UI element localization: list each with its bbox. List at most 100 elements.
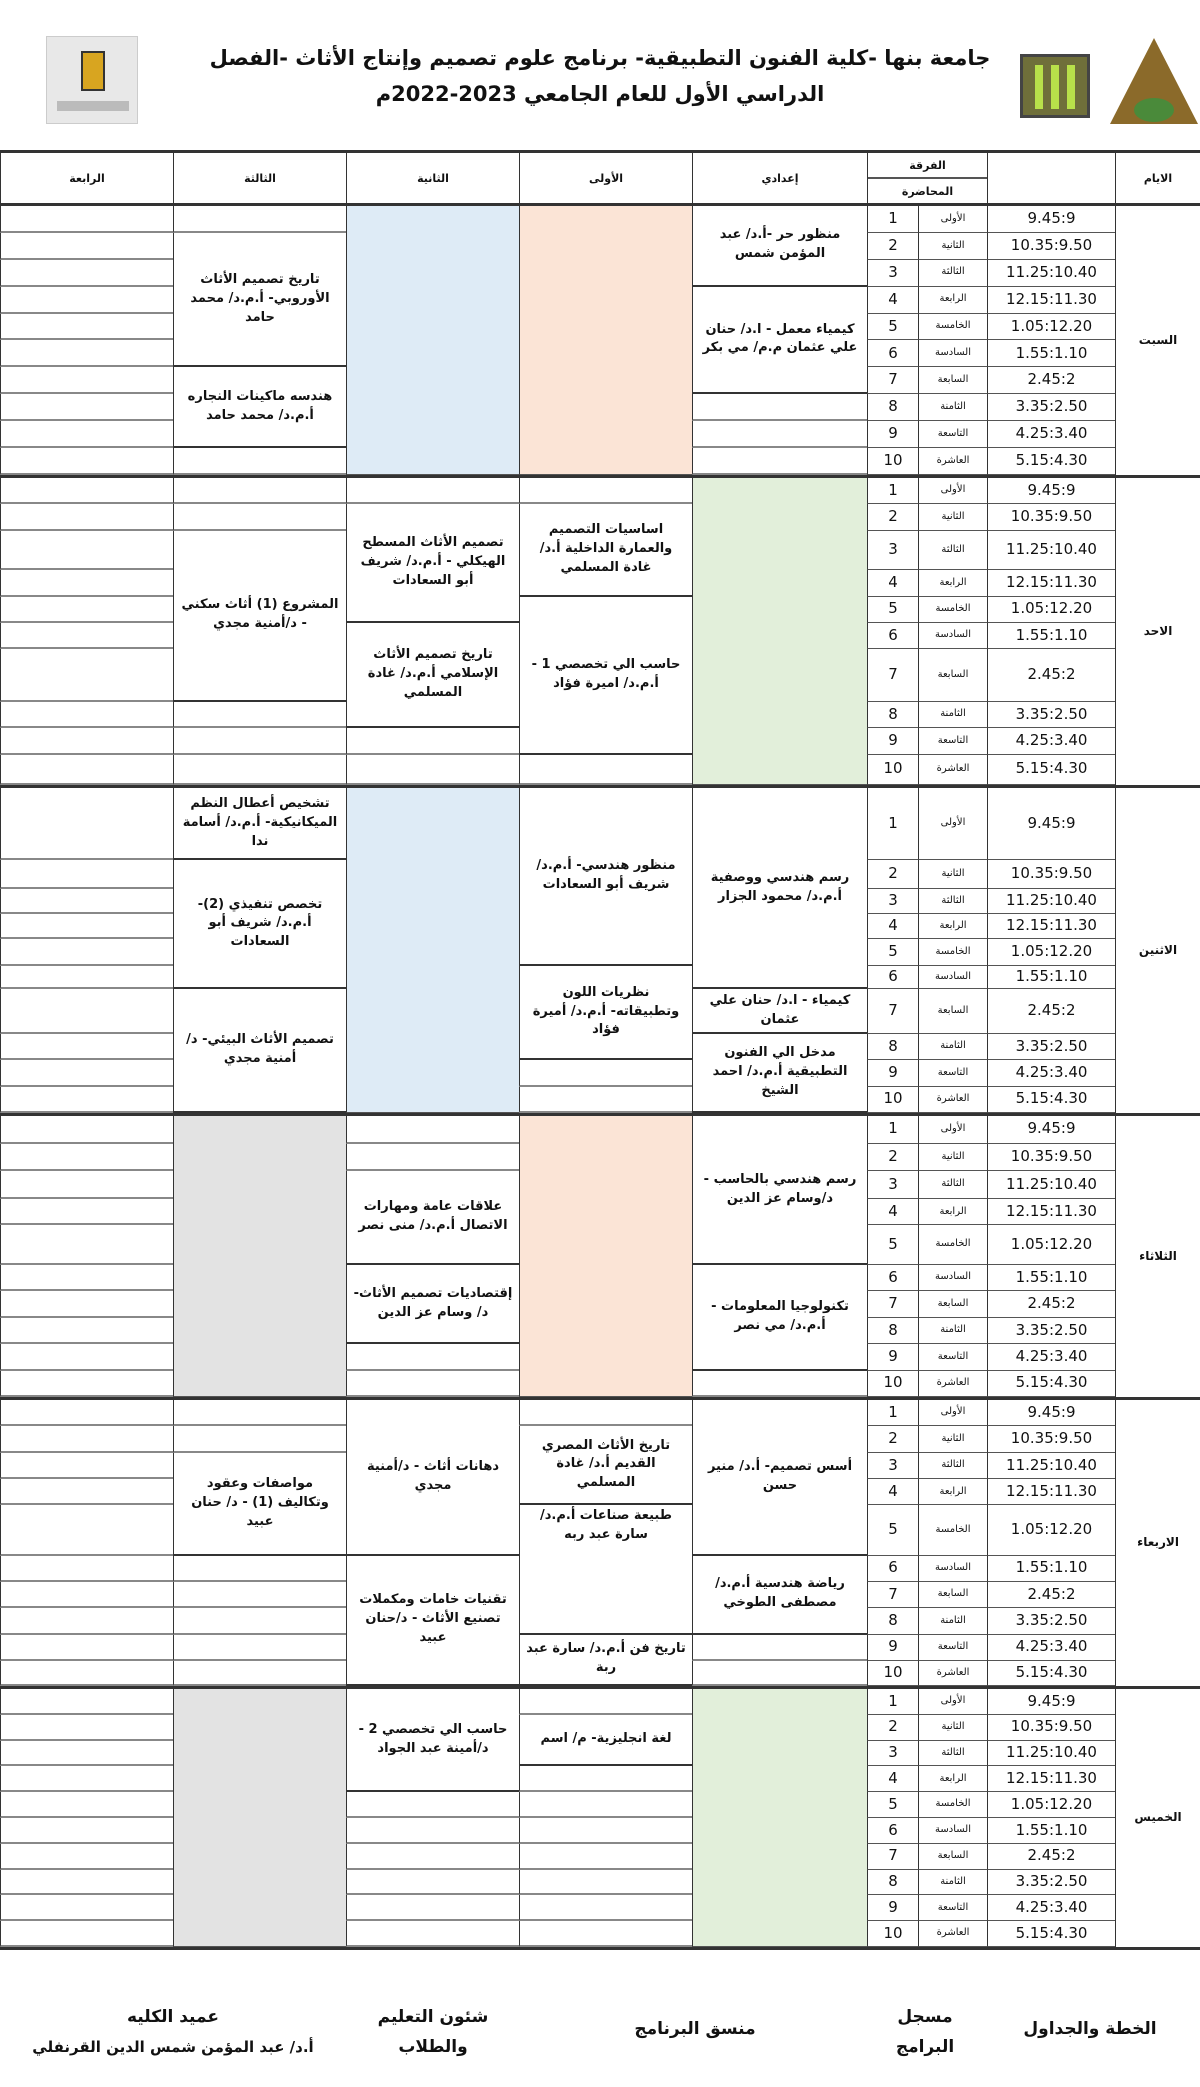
signatures-footer: الخطة والجداول مسجل البرامج منسق البرنام… [0,1972,1200,2087]
empty-slot [346,1843,519,1870]
period-name: السابعة [918,367,987,395]
empty-slot [0,1817,173,1844]
empty-slot [0,1225,173,1266]
day-block: الاثنين 9.45:9 الأولى 1 10.35:9.50 الثانية 2 11… [0,788,1200,1116]
period-number: 4 [867,570,918,597]
period-name: الرابعة [918,914,987,940]
period-time: 10.35:9.50 [987,1426,1115,1453]
day-name: الاحد [1115,478,1200,785]
empty-slot [0,1034,173,1061]
period-name: الثانية [918,1714,987,1741]
header-days: الايام [1115,153,1200,203]
course-cell: حاسب الي تخصصي 2 - د/أمينة عبد الجواد [346,1689,519,1793]
course-cell: تكنولوجيا المعلومات - أ.م.د/ مي نصر [692,1265,867,1371]
course-cell: إقتصاديات تصميم الأثاث- د/ وسام عز الدين [346,1265,519,1345]
period-name: التاسعة [918,728,987,755]
empty-slot [0,1581,173,1609]
empty-slot [173,448,346,475]
period-name: العاشرة [918,754,987,785]
period-name: السابعة [918,989,987,1035]
period-name: الثامنة [918,394,987,422]
empty-slot [0,788,173,861]
empty-slot [0,622,173,650]
period-number: 7 [867,989,918,1035]
empty-slot [692,1370,867,1397]
program-logo [46,36,138,124]
empty-slot-shaded [173,1116,346,1397]
period-number: 7 [867,1843,918,1870]
period-number: 5 [867,596,918,623]
course-cell: تاريخ تصميم الأثاث الأوروبي- أ.م.د/ محمد… [173,232,346,368]
period-time: 12.15:11.30 [987,1766,1115,1793]
empty-slot-shaded [173,1689,346,1947]
empty-slot [346,1817,519,1844]
period-number: 8 [867,701,918,729]
period-time: 5.15:4.30 [987,1086,1115,1113]
empty-slot [519,478,692,505]
empty-slot [173,1608,346,1635]
period-name: الرابعة [918,1199,987,1226]
empty-slot [0,286,173,314]
period-number: 5 [867,939,918,966]
day-block: الاحد 9.45:9 الأولى 1 10.35:9.50 الثانية 2 11.2… [0,478,1200,788]
course-cell: تصميم الأثاث البيئي- د/أمنية مجدي [173,989,346,1113]
period-name: الأولى [918,1116,987,1144]
period-number: 6 [867,1555,918,1582]
period-time: 9.45:9 [987,206,1115,233]
period-number: 1 [867,1116,918,1144]
period-time: 11.25:10.40 [987,1740,1115,1767]
empty-slot [346,1143,519,1172]
empty-slot [692,1660,867,1686]
period-time: 1.55:1.10 [987,622,1115,650]
empty-slot [519,1060,692,1087]
period-name: السادسة [918,1265,987,1292]
empty-slot [519,1766,692,1793]
timetable: الايام الفرقة المحاضرة إعدادي الأولى الث… [0,150,1200,1950]
period-name: الثانية [918,860,987,890]
period-name: العاشرة [918,1921,987,1947]
empty-slot [346,1921,519,1947]
day-block: الاربعاء 9.45:9 الأولى 1 10.35:9.50 الثانية 2 1… [0,1400,1200,1689]
course-cell: طبيعة صناعات أ.م.د/ سارة عبد ربه [519,1505,692,1635]
empty-slot [519,1843,692,1870]
period-time: 11.25:10.40 [987,889,1115,915]
empty-slot [173,728,346,755]
period-name: الخامسة [918,1792,987,1818]
empty-slot [0,394,173,422]
empty-slot [0,1895,173,1922]
course-cell: تقنيات خامات ومكملات تصنيع الأثاث - د/حن… [346,1555,519,1686]
period-time: 2.45:2 [987,1843,1115,1870]
page-header: جامعة بنها -كلية الفنون التطبيقية- برنام… [0,0,1200,150]
period-time: 2.45:2 [987,367,1115,395]
period-name: الخامسة [918,1225,987,1266]
course-cell: دهانات أثاث - د/أمنية مجدي [346,1400,519,1556]
empty-slot [173,1400,346,1427]
empty-slot [692,448,867,475]
course-cell: تاريخ فن أ.م.د/ سارة عبد ربة [519,1634,692,1686]
course-cell: تخصص تنفيذي (2)- أ.م.د/ شريف أبو السعادا… [173,860,346,990]
course-cell: تصميم الأثاث المسطح الهيكلي - أ.م.د/ شري… [346,504,519,623]
empty-slot [0,965,173,990]
period-time: 3.35:2.50 [987,1608,1115,1635]
empty-slot [0,1086,173,1113]
period-number: 4 [867,1199,918,1226]
period-name: التاسعة [918,1634,987,1661]
period-time: 2.45:2 [987,989,1115,1035]
period-name: الخامسة [918,596,987,623]
period-time: 11.25:10.40 [987,1171,1115,1200]
period-number: 8 [867,1034,918,1061]
empty-slot-shaded [346,788,519,1113]
period-number: 2 [867,860,918,890]
period-number: 9 [867,728,918,755]
period-number: 3 [867,1452,918,1480]
period-name: الثالثة [918,259,987,287]
empty-slot [0,1921,173,1947]
course-cell: رياضة هندسية أ.م.د/ مصطفى الطوخي [692,1555,867,1635]
period-number: 5 [867,313,918,341]
empty-slot [0,1660,173,1686]
period-name: السابعة [918,1291,987,1318]
course-cell: علاقات عامة ومهارات الاتصال أ.م.د/ منى ن… [346,1171,519,1266]
period-time: 4.25:3.40 [987,1060,1115,1087]
period-number: 1 [867,1400,918,1427]
period-number: 10 [867,754,918,785]
